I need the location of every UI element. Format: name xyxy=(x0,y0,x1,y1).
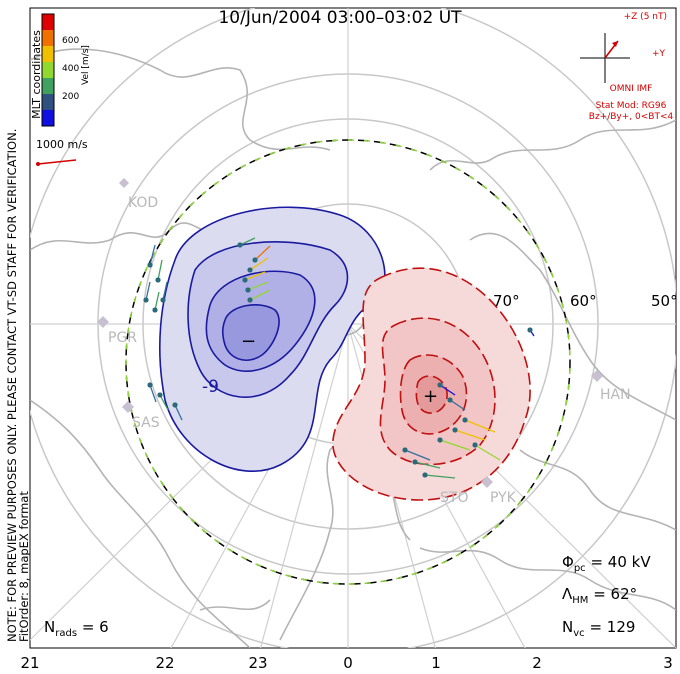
station-kod: KOD xyxy=(128,195,159,211)
velocity-colorbar xyxy=(41,13,55,127)
radar-count: Nrads = 6 xyxy=(44,618,109,639)
vector-scale-label: 1000 m/s xyxy=(36,138,88,151)
mlt-label-1: 1 xyxy=(431,654,441,672)
mlt-label-23: 23 xyxy=(248,654,268,672)
positive-center-marker: + xyxy=(423,386,438,407)
contour-label: -9 xyxy=(202,377,219,397)
hm-boundary-green xyxy=(125,139,571,585)
hm-latitude: ΛHM = 62° xyxy=(562,585,638,606)
latitude-label-70: 70° xyxy=(493,292,520,310)
latitude-label-60: 60° xyxy=(570,292,597,310)
station-markers xyxy=(97,178,603,488)
mlt-label-22: 22 xyxy=(155,654,175,672)
station-han: HAN xyxy=(600,387,631,403)
colorbar-tick-400: 400 xyxy=(62,64,80,74)
velocity-vectors xyxy=(143,237,535,479)
station-pgr: PGR xyxy=(108,330,138,346)
latitude-label-50: 50° xyxy=(651,292,678,310)
stat-model: Stat Mod: RG96 xyxy=(595,101,667,111)
vector-scale-bar xyxy=(36,159,77,166)
station-sas: SAS xyxy=(132,415,160,431)
imf-source: OMNI IMF xyxy=(609,84,653,94)
colorbar-tick-600: 600 xyxy=(62,36,80,46)
colorbar-tick-200: 200 xyxy=(62,92,80,102)
imf-y-label: +Y xyxy=(651,49,665,59)
preview-notice: NOTE: FOR PREVIEW PURPOSES ONLY. PLEASE … xyxy=(5,42,31,642)
cross-polar-potential: Φpc = 40 kV xyxy=(562,553,651,574)
vector-count: Nvc = 129 xyxy=(562,618,636,639)
plot-frame xyxy=(29,7,677,649)
negative-center-marker: − xyxy=(241,331,256,352)
positive-potential-cell xyxy=(332,267,531,501)
fit-order-text: FitOrder: 8, mapEX format xyxy=(17,491,31,642)
imf-z-label: +Z (5 nT) xyxy=(623,12,667,22)
map-title: 10/Jun/2004 03:00–03:02 UT xyxy=(218,8,462,28)
imf-condition: Bz+/By+, 0<BT<4 xyxy=(588,112,674,122)
mlt-label-3: 3 xyxy=(663,654,673,672)
colorbar-unit-label: Vel [m/s] xyxy=(80,45,91,85)
station-sto: STO xyxy=(440,490,469,506)
mlt-label-21: 21 xyxy=(20,654,40,672)
negative-potential-cell xyxy=(159,206,386,472)
mlt-label-2: 2 xyxy=(532,654,542,672)
mlt-label-0: 0 xyxy=(343,654,353,672)
station-pyk: PYK xyxy=(490,490,516,506)
coordinate-system-label: MLT coordinates xyxy=(29,30,43,119)
imf-clock-dial xyxy=(580,33,630,83)
imf-panel: +Z (5 nT) +Y OMNI IMF Stat Mod: RG96 Bz+… xyxy=(585,12,677,123)
